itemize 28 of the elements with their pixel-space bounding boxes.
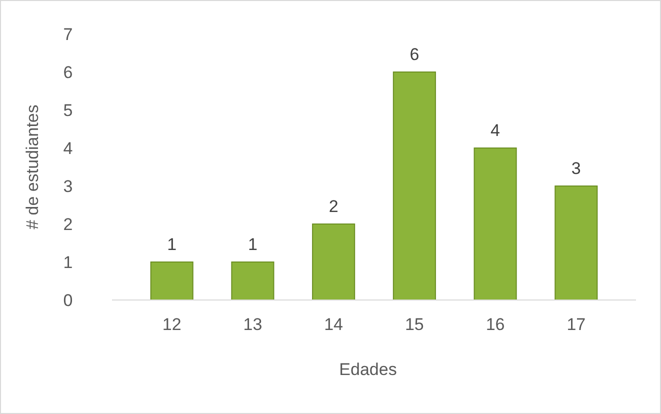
y-tick-label: 4 [63, 138, 73, 158]
bar [312, 224, 356, 300]
y-tick-label: 7 [63, 24, 73, 44]
bar [554, 186, 598, 300]
x-axis-title: Edades [339, 360, 397, 379]
y-tick-label: 0 [63, 290, 73, 310]
bar [150, 262, 194, 300]
x-tick-label: 13 [243, 315, 262, 334]
data-label: 6 [410, 45, 420, 64]
y-tick-label: 2 [63, 214, 73, 234]
data-label: 3 [571, 159, 581, 178]
bar [231, 262, 274, 300]
x-tick-label: 15 [404, 315, 424, 334]
y-axis-title: # de estudiantes [23, 104, 42, 230]
y-tick-label: 5 [63, 100, 73, 120]
bar [474, 148, 517, 300]
y-tick-label: 1 [63, 252, 73, 272]
x-tick-label: 16 [486, 315, 505, 334]
data-label: 1 [248, 235, 258, 254]
y-tick-label: 6 [63, 62, 73, 82]
x-tick-label: 17 [566, 315, 586, 334]
x-tick-label: 14 [324, 315, 344, 334]
y-tick-label: 3 [63, 176, 73, 196]
x-tick-label: 12 [162, 315, 182, 334]
data-label: 2 [328, 197, 338, 216]
data-label: 1 [167, 235, 177, 254]
bar [392, 72, 436, 300]
data-label: 4 [490, 121, 500, 140]
